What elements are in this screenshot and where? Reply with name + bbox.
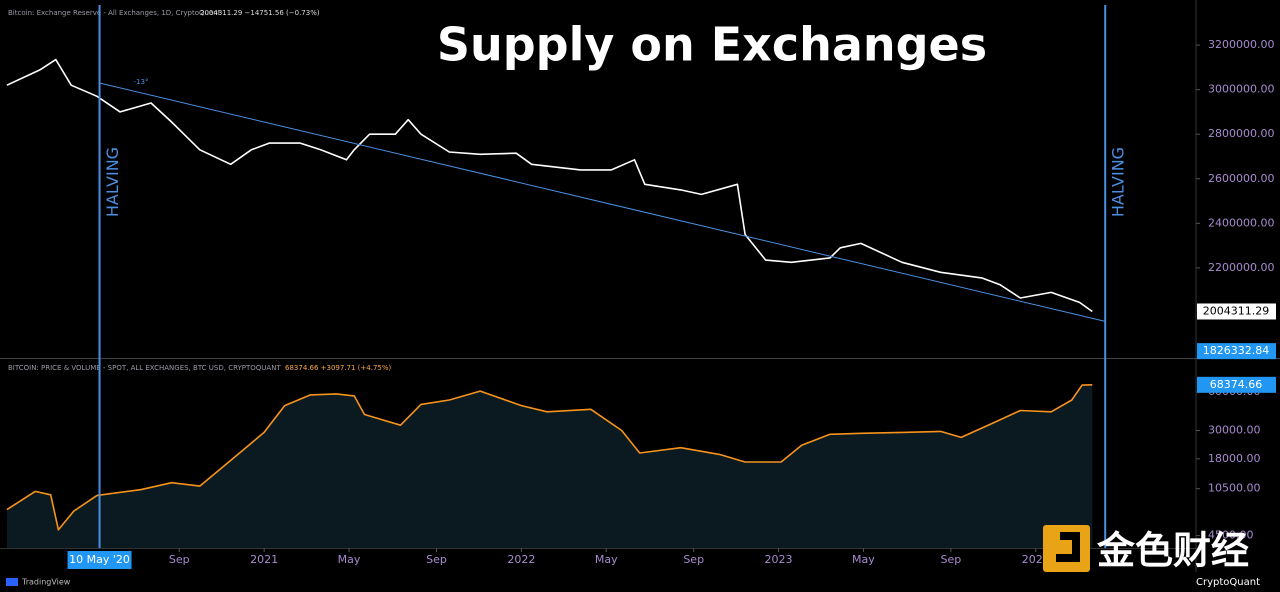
y-tick-label: 3200000.00 xyxy=(1208,38,1274,51)
brand-logo-mark xyxy=(1056,532,1080,562)
panel-header-values: 2004311.29 −14751.56 (−0.73%) xyxy=(200,9,320,17)
y-tick-label: 10500.00 xyxy=(1208,482,1261,495)
trend-line xyxy=(99,82,1106,322)
value-box xyxy=(1197,376,1276,393)
halving-label: HALVING xyxy=(1109,147,1128,217)
x-tick-label: May xyxy=(852,553,875,566)
brand-watermark: 金色财经 CryptoQuant xyxy=(1043,525,1260,588)
y-tick-label: 2800000.00 xyxy=(1208,127,1274,140)
x-tick-label: Sep xyxy=(683,553,704,566)
value-box xyxy=(1197,343,1276,360)
x-tick-label: 2023 xyxy=(765,553,793,566)
panel-header: BITCOIN: PRICE & VOLUME - SPOT, ALL EXCH… xyxy=(8,364,281,372)
value-box-label: 68374.66 xyxy=(1210,378,1263,391)
value-box-label: 2004311.29 xyxy=(1203,304,1269,317)
y-tick-label: 30000.00 xyxy=(1208,423,1261,436)
x-tick-label: 2024 xyxy=(1022,553,1050,566)
x-tick-label: Sep xyxy=(169,553,190,566)
platform-logo xyxy=(6,578,18,586)
y-tick-label: 18000.00 xyxy=(1208,452,1261,465)
platform-watermark: TradingView xyxy=(21,578,71,587)
value-box-label: 1826332.84 xyxy=(1203,344,1269,357)
brand-text: 金色财经 xyxy=(1096,529,1249,573)
crosshair-box xyxy=(67,551,132,569)
y-tick-label: 3000000.00 xyxy=(1208,83,1274,96)
trend-annotation: -13° xyxy=(134,78,149,86)
area-fill xyxy=(6,384,1093,548)
data-line xyxy=(6,58,1093,313)
y-tick-label: 2400000.00 xyxy=(1208,216,1274,229)
source-watermark: CryptoQuant xyxy=(1196,577,1260,588)
y-tick-label: 2200000.00 xyxy=(1208,261,1274,274)
x-tick-label: May xyxy=(338,553,361,566)
footer xyxy=(0,572,1280,592)
panel-header: Bitcoin: Exchange Reserve - All Exchange… xyxy=(8,9,221,17)
chart-title: Supply on Exchanges xyxy=(437,18,987,72)
halving-label: HALVING xyxy=(103,147,122,217)
x-tick-label: 2022 xyxy=(507,553,535,566)
panel-header-values: 68374.66 +3097.71 (+4.75%) xyxy=(285,364,391,372)
crosshair-label: 10 May '20 xyxy=(69,553,130,566)
x-tick-label: May xyxy=(595,553,618,566)
data-line xyxy=(6,384,1093,531)
x-tick-label: Sep xyxy=(941,553,962,566)
x-tick-label: 2021 xyxy=(250,553,278,566)
x-tick-label: Sep xyxy=(426,553,447,566)
value-box xyxy=(1197,303,1276,320)
y-tick-label: 2600000.00 xyxy=(1208,172,1274,185)
y-tick-label: 4500.00 xyxy=(1208,529,1254,542)
